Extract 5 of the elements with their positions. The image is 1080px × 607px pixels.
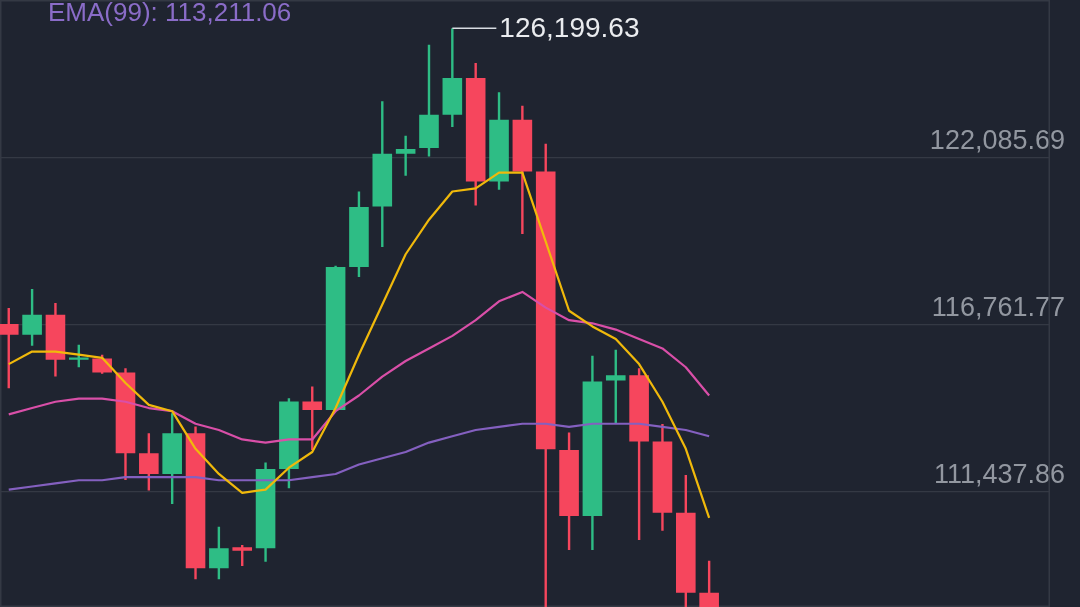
- annotation: EMA(99): 113,211.06: [48, 0, 292, 28]
- y-tick-label: 116,761.77: [931, 291, 1065, 322]
- y-tick-label: 122,085.69: [929, 124, 1065, 155]
- annotation: 126,199.63: [499, 11, 640, 43]
- y-tick-label: 111,437.86: [933, 459, 1065, 490]
